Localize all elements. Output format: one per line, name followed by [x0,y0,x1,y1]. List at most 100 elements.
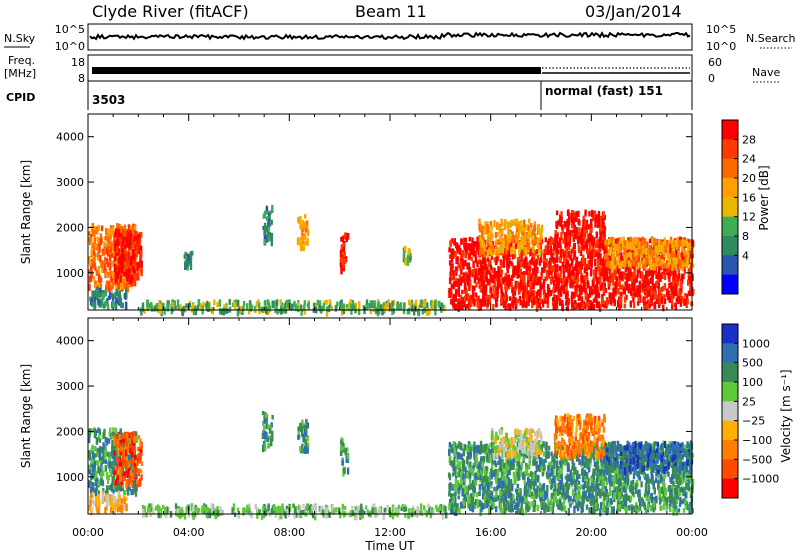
velocity-cell [203,508,206,514]
power-cell [667,266,670,274]
power-cell [571,209,574,216]
power-cell [580,232,583,238]
power-cell [535,304,539,312]
power-cell [92,250,96,256]
velocity-cell [204,504,208,511]
velocity-cell [131,489,134,496]
power-cell [477,267,481,275]
power-cell [552,279,556,285]
power-cell [544,237,547,243]
power-cell [538,249,542,257]
power-cell [136,239,140,245]
power-cell [489,287,493,293]
power-cell [467,243,470,250]
power-cell [91,290,94,298]
power-cell [564,221,567,227]
velocity-cell [108,485,111,491]
power-cell [522,299,526,308]
velocity-cell [260,513,264,520]
power-cell [686,257,689,265]
power-cell [559,251,563,259]
power-cell [181,307,184,316]
power-cell [632,284,635,290]
power-cell [218,299,221,307]
power-cell [457,264,460,269]
power-cell [529,248,532,255]
power-cell [284,303,288,309]
velocity-cell [308,505,312,514]
velocity-cell [271,433,274,442]
velocity-cell [293,507,297,515]
velocity-cell [338,507,341,514]
power-cell [631,246,634,254]
power-cell [504,281,507,290]
velocity-cell [115,439,118,447]
velocity-cell [111,505,114,513]
velocity-cell [326,509,330,517]
velocity-cell [264,509,267,517]
power-cell [468,269,471,274]
velocity-cell [358,510,362,515]
power-cell [673,287,676,293]
power-cell [106,261,110,268]
velocity-cell [397,504,401,510]
power-cell [513,248,516,255]
power-cell [500,261,504,268]
power-cell [649,285,652,291]
velocity-cell [125,462,128,470]
velocity-cell [143,505,147,514]
velocity-cell [121,480,125,488]
power-cell [349,299,352,306]
power-cell [134,244,138,251]
velocity-cell [376,509,379,517]
velocity-cell [404,507,408,512]
power-cell [497,239,500,245]
power-cell [514,297,517,304]
power-cell [648,238,652,244]
velocity-cell [301,443,304,450]
velocity-cell [113,507,116,516]
freq-trace [92,67,541,74]
power-cell [466,280,470,287]
power-cell [94,266,97,271]
power-cell [602,291,606,296]
power-cell [496,222,499,230]
power-cell [345,236,348,243]
power-cell [263,233,267,241]
power-cell [515,218,519,224]
power-cell [468,253,472,259]
power-cell [635,277,638,283]
velocity-cell [91,444,94,450]
power-cell [518,226,522,232]
velocity-cell [117,449,120,457]
power-cell [123,293,126,299]
velocity-cell [242,508,245,516]
power-cell [585,263,588,272]
power-cell [554,237,558,243]
power-cell [595,231,598,239]
power-cell [627,286,630,294]
velocity-cell [108,465,111,471]
power-cell [188,300,192,306]
power-cell [118,240,122,246]
velocity-cell [111,434,114,439]
power-cell [661,263,665,269]
power-cell [96,256,100,261]
power-cell [672,277,675,286]
power-cell [559,214,562,222]
power-cell [579,234,582,243]
power-cell [497,232,500,237]
power-cell [515,237,518,243]
power-cell [118,266,122,272]
velocity-cell [601,490,605,497]
power-cell [481,225,485,234]
velocity-cell [393,506,396,513]
power-cell [459,301,462,306]
velocity-cell [423,505,426,511]
power-cell [115,288,118,297]
power-cell [463,237,466,245]
power-cell [603,282,606,290]
power-cell [553,242,556,248]
power-cell [621,256,624,263]
